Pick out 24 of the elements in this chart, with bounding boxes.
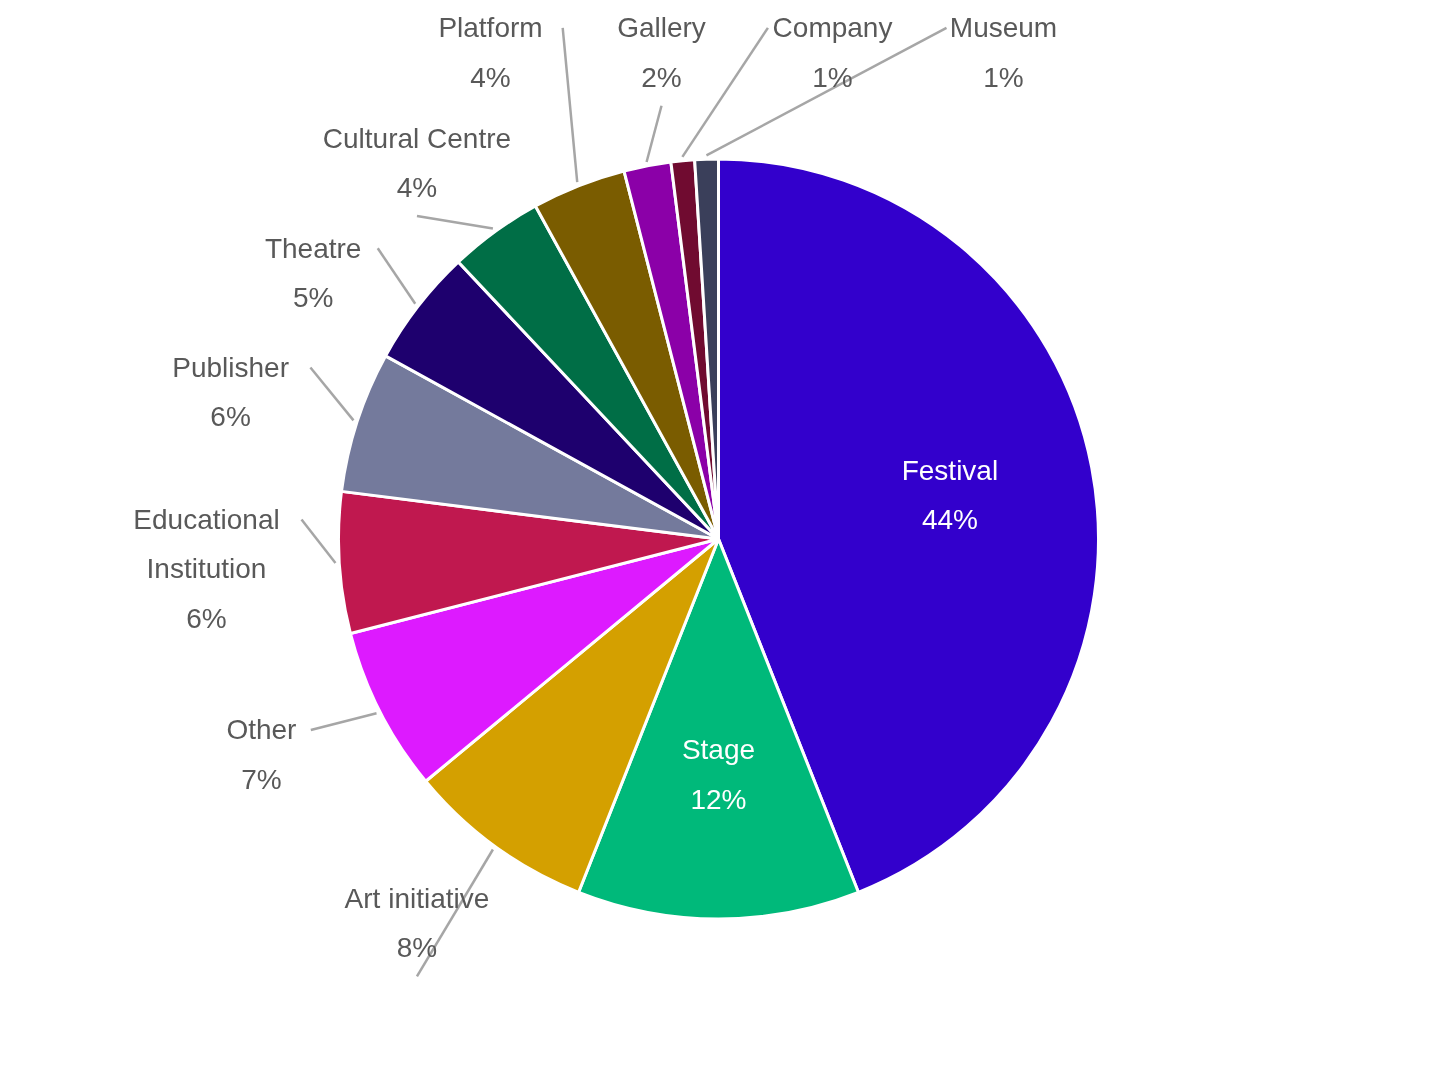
data-label: 6% [186,602,227,634]
data-label: 8% [396,932,438,964]
data-label: 4% [396,172,438,203]
slice-label: Cultural Centre [322,122,512,154]
slice-label: Publisher [172,352,289,384]
slice-label: Theatre [264,232,362,264]
slice-label: Festival [901,454,999,486]
data-label: 2% [641,61,682,93]
slice-label: Gallery [617,12,706,44]
data-label: 5% [292,282,334,314]
data-label: 6% [210,401,251,433]
data-label: 7% [241,763,282,795]
slice-label: Other [226,714,297,746]
slice-label: Company [772,12,893,44]
data-label: 1% [983,61,1024,93]
data-label: 44% [921,504,978,536]
slice-label: Museum [949,12,1058,44]
slice-label: Stage [681,734,756,766]
slice-label: Educational Institution [133,503,280,585]
data-label: 12% [690,783,747,815]
data-label: 1% [812,61,853,93]
slice-label: Platform [438,12,543,44]
data-label: 4% [470,61,511,93]
slice-label: Art initiative [344,883,490,915]
